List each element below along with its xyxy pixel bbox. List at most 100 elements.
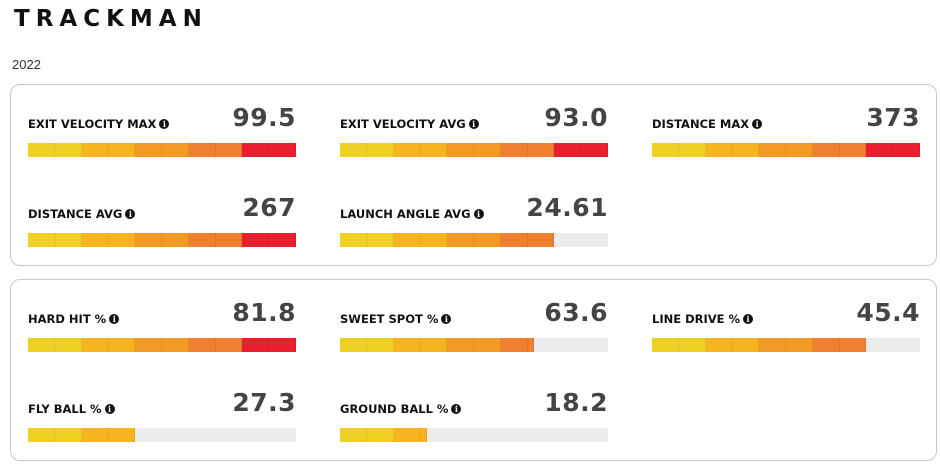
stat-bar-fill xyxy=(340,338,608,352)
info-icon[interactable]: i xyxy=(451,404,462,414)
bar-segment xyxy=(652,338,679,352)
bar-segment xyxy=(108,143,136,157)
bar-segment xyxy=(188,143,216,157)
stat-value: 45.4 xyxy=(856,298,920,327)
bar-segment xyxy=(366,428,394,442)
bar-segment xyxy=(242,338,270,352)
info-icon[interactable]: i xyxy=(468,119,479,129)
stat-value: 81.8 xyxy=(232,298,296,327)
bar-segment xyxy=(785,338,813,352)
bar-segment xyxy=(839,143,867,157)
bar-segment xyxy=(652,143,679,157)
stat-distance-max: DISTANCE MAX i 373 xyxy=(652,103,920,163)
bar-segment xyxy=(54,233,82,247)
bar-segment xyxy=(447,143,474,157)
bar-segment xyxy=(393,428,421,442)
bar-segment xyxy=(81,233,109,247)
bar-segment xyxy=(215,143,243,157)
stat-value: 267 xyxy=(242,193,296,222)
bar-segment xyxy=(581,143,608,157)
stat-value: 27.3 xyxy=(232,388,296,417)
stat-bar xyxy=(340,233,608,247)
info-icon[interactable]: i xyxy=(743,314,754,324)
bar-segment xyxy=(340,143,367,157)
stat-label: LAUNCH ANGLE AVG xyxy=(340,207,471,221)
bar-segment xyxy=(81,338,109,352)
bar-segment xyxy=(393,143,421,157)
bar-segment xyxy=(242,233,270,247)
bar-segment xyxy=(108,338,136,352)
bar-segment xyxy=(893,143,920,157)
bar-segment xyxy=(785,143,813,157)
bar-segment xyxy=(554,143,582,157)
bar-segment xyxy=(447,233,474,247)
stat-bar-fill xyxy=(340,143,608,157)
bar-segment xyxy=(393,233,421,247)
bar-segment xyxy=(447,338,474,352)
season-year: 2022 xyxy=(12,57,41,72)
stat-bar-fill xyxy=(340,233,608,247)
bar-segment xyxy=(81,143,109,157)
stat-value: 24.61 xyxy=(526,193,608,222)
bar-segment xyxy=(366,233,394,247)
stat-bar xyxy=(28,143,296,157)
stat-label: SWEET SPOT % xyxy=(340,312,439,326)
info-icon[interactable]: i xyxy=(473,209,484,219)
bar-segment xyxy=(473,143,501,157)
bar-segment xyxy=(215,338,243,352)
stat-label: EXIT VELOCITY AVG xyxy=(340,117,466,131)
stat-label: DISTANCE MAX xyxy=(652,117,750,131)
bar-segment xyxy=(420,338,448,352)
bar-segment xyxy=(678,338,706,352)
bar-segment xyxy=(812,338,840,352)
stat-fly-ball-pct: FLY BALL % i 27.3 xyxy=(28,388,296,448)
stat-bar xyxy=(28,233,296,247)
stat-launch-angle-avg: LAUNCH ANGLE AVG i 24.61 xyxy=(340,193,608,253)
bar-segment xyxy=(705,143,733,157)
bar-segment xyxy=(28,143,55,157)
bar-segment xyxy=(759,338,786,352)
bar-segment xyxy=(420,233,448,247)
bar-segment xyxy=(812,143,840,157)
bar-segment xyxy=(500,143,528,157)
stat-value: 18.2 xyxy=(544,388,608,417)
info-icon[interactable]: i xyxy=(159,119,170,129)
stat-label: GROUND BALL % xyxy=(340,402,449,416)
stat-label: LINE DRIVE % xyxy=(652,312,741,326)
stat-label: DISTANCE AVG xyxy=(28,207,123,221)
stat-value: 63.6 xyxy=(544,298,608,327)
stat-label: HARD HIT % xyxy=(28,312,107,326)
bar-segment xyxy=(28,338,55,352)
bar-segment xyxy=(108,428,136,442)
info-icon[interactable]: i xyxy=(441,314,452,324)
info-icon[interactable]: i xyxy=(104,404,115,414)
stat-bar-fill xyxy=(28,143,296,157)
bar-segment xyxy=(161,143,189,157)
bar-segment xyxy=(500,233,528,247)
stat-label: FLY BALL % xyxy=(28,402,102,416)
stat-bar xyxy=(28,428,296,442)
bar-segment xyxy=(759,143,786,157)
bar-segment xyxy=(705,338,733,352)
bar-segment xyxy=(473,233,501,247)
bar-segment xyxy=(135,143,162,157)
bar-segment xyxy=(135,233,162,247)
stat-ground-ball-pct: GROUND BALL % i 18.2 xyxy=(340,388,608,448)
info-icon[interactable]: i xyxy=(125,209,136,219)
bar-segment xyxy=(269,233,296,247)
bar-segment xyxy=(54,338,82,352)
bar-segment xyxy=(732,338,760,352)
stat-bar-fill xyxy=(28,338,296,352)
info-icon[interactable]: i xyxy=(109,314,120,324)
bar-segment xyxy=(135,338,162,352)
stat-exit-velocity-max: EXIT VELOCITY MAX i 99.5 xyxy=(28,103,296,163)
stat-bar xyxy=(652,143,920,157)
bar-segment xyxy=(839,338,867,352)
bar-segment xyxy=(366,143,394,157)
bar-segment xyxy=(188,338,216,352)
stat-bar-fill xyxy=(28,428,296,442)
bar-segment xyxy=(527,338,535,352)
info-icon[interactable]: i xyxy=(752,119,763,129)
stat-bar-fill xyxy=(652,143,920,157)
bar-segment xyxy=(500,338,528,352)
